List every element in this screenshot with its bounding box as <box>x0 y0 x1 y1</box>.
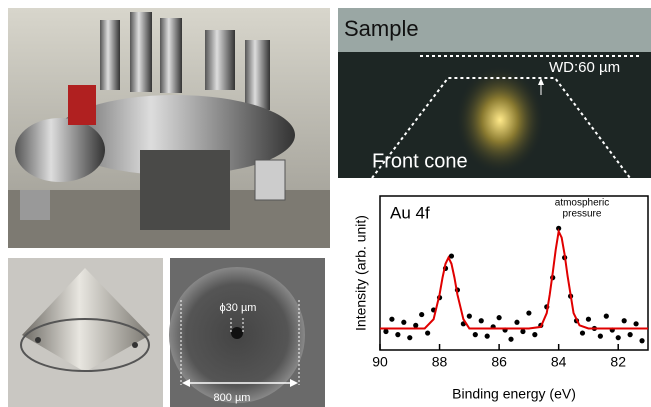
data-point <box>627 332 633 338</box>
data-point <box>526 310 532 316</box>
data-point <box>383 328 389 335</box>
aperture-label: 800 µm <box>214 392 251 404</box>
data-point <box>448 253 455 259</box>
chart-title: Au 4f <box>390 203 430 222</box>
hole-label: ϕ30 µm <box>220 302 257 314</box>
data-point <box>639 338 645 344</box>
data-point <box>425 330 431 336</box>
data-point <box>556 225 562 231</box>
cone-label: Front cone <box>372 150 468 172</box>
data-point <box>514 319 520 325</box>
data-point <box>615 335 621 341</box>
apparatus-photo <box>8 8 330 248</box>
data-point <box>478 318 484 324</box>
data-point <box>466 313 472 319</box>
data-point <box>419 311 425 318</box>
microscope-image: Sample WD:60 µm Front cone <box>338 8 651 179</box>
y-axis-label: Intensity (arb. unit) <box>353 215 369 331</box>
x-axis-label: Binding energy (eV) <box>452 386 576 402</box>
annotation: pressure <box>563 209 602 220</box>
data-point <box>407 335 413 341</box>
data-point <box>585 316 592 322</box>
sample-label: Sample <box>344 16 419 41</box>
data-point <box>401 319 407 325</box>
cone-photo <box>8 258 163 407</box>
data-point <box>389 316 395 322</box>
x-tick-label: 82 <box>610 354 626 370</box>
x-tick-label: 84 <box>551 354 567 370</box>
data-point <box>603 313 609 319</box>
data-point <box>621 318 627 324</box>
x-tick-label: 90 <box>372 354 388 370</box>
data-point <box>395 332 401 338</box>
data-point <box>520 328 526 335</box>
data-point <box>579 330 586 336</box>
fit-line <box>380 228 648 330</box>
x-tick-label: 88 <box>432 354 448 370</box>
sem-image: ϕ30 µm 800 µm <box>169 258 325 407</box>
data-point <box>508 336 514 342</box>
data-point <box>496 315 502 321</box>
annotation: atmospheric <box>555 198 609 209</box>
data-point <box>472 332 478 338</box>
data-point <box>532 332 538 338</box>
data-point <box>413 322 419 328</box>
wd-label: WD:60 µm <box>549 59 620 76</box>
plot-frame <box>379 195 649 351</box>
data-point <box>597 333 603 339</box>
xps-chart: Au 4f atmospheric pressure Binding energ… <box>353 195 649 402</box>
x-tick-label: 86 <box>491 354 507 370</box>
data-point <box>484 333 490 339</box>
data-point <box>633 321 639 327</box>
